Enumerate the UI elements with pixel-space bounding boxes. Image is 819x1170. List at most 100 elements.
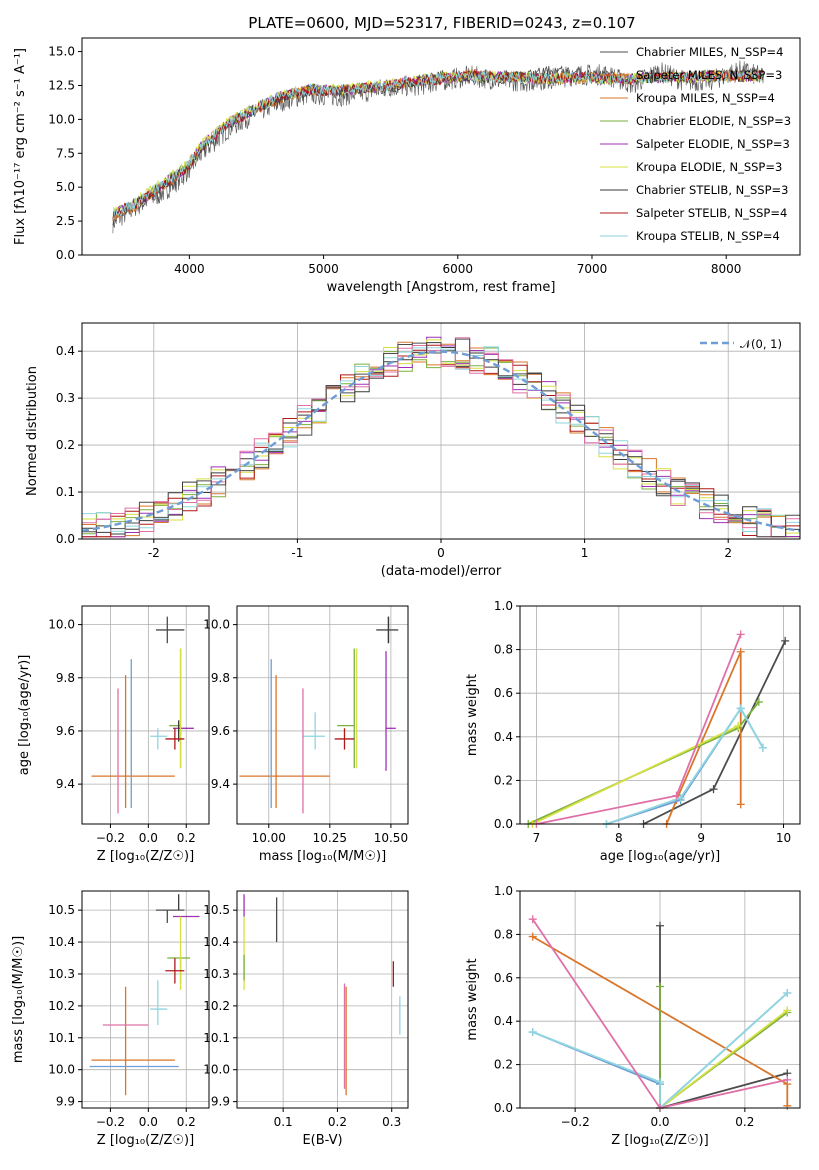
y-axis-label: mass weight: [465, 674, 480, 756]
weight-line: [659, 986, 788, 1108]
x-tick-label: 9: [697, 831, 705, 845]
x-tick-label: 10: [776, 831, 791, 845]
x-axis-label: age [log₁₀(age/yr)]: [600, 849, 721, 864]
axes-frame: [236, 605, 409, 825]
x-tick-label: 5000: [308, 262, 339, 276]
y-tick-label: 9.6: [56, 724, 75, 738]
weight-marker: [781, 636, 790, 645]
age-vs-mass-panel: 10.00 10.25 10.50 9.4 9.6 9.8 10.0 mass [log₁₀(…: [203, 605, 409, 864]
y-tick-label: 9.9: [56, 1095, 75, 1109]
y-axis-label: Flux [fλ10⁻¹⁷ erg cm⁻² s⁻¹ A⁻¹]: [13, 48, 28, 245]
histogram-step: [82, 341, 800, 538]
y-tick-label: 0.2: [494, 1058, 513, 1072]
normal-reference-curve: [82, 350, 800, 532]
y-tick-label: 0.0: [494, 817, 513, 831]
y-tick-label: 5.0: [56, 180, 75, 194]
massweight-vs-age-panel: 7 8 9 10 0.0 0.2 0.4 0.6 0.8 1.0 age [log₁₀(age/yr…: [465, 599, 801, 864]
mass-vs-ebv-panel: 0.1 0.2 0.3 9.9 10.0 10.1 10.2 10.3 10.4 10.5 E(B-…: [203, 890, 409, 1148]
legend-label: Kroupa ELODIE, N_SSP=3: [636, 160, 782, 174]
weight-line: [532, 725, 739, 824]
weight-marker: [758, 743, 767, 752]
x-tick-label: 1: [581, 546, 589, 560]
age-vs-Z-panel: −0.2 0.0 0.2 9.4 9.6 9.8 10.0 Z [log₁₀(Z/Z☉)] ag…: [17, 605, 210, 864]
x-axis-label: (data-model)/error: [381, 564, 502, 579]
x-axis-label: Z [log₁₀(Z/Z☉)]: [97, 1133, 194, 1148]
legend-label: Salpeter MILES, N_SSP=3: [636, 68, 782, 82]
y-tick-label: 10.5: [203, 903, 230, 917]
weight-marker: [528, 915, 537, 924]
x-axis-label: E(B-V): [302, 1133, 342, 1148]
legend-label: 𝒩(0, 1): [740, 337, 782, 351]
histogram-step: [82, 346, 800, 533]
weight-marker: [672, 791, 681, 800]
y-tick-label: 9.6: [211, 724, 230, 738]
y-tick-label: 15.0: [48, 45, 75, 59]
y-tick-label: 0.6: [494, 971, 513, 985]
y-tick-label: 0.2: [56, 438, 75, 452]
weight-marker: [783, 1101, 792, 1110]
x-tick-label: 0.2: [177, 1115, 196, 1129]
x-tick-label: 2: [724, 546, 732, 560]
legend-label: Salpeter STELIB, N_SSP=4: [636, 206, 787, 220]
y-tick-label: 10.3: [48, 967, 75, 981]
y-tick-label: 0.0: [494, 1101, 513, 1115]
x-tick-label: 6000: [443, 262, 474, 276]
y-tick-label: 0.6: [494, 686, 513, 700]
weight-line: [659, 1009, 788, 1108]
x-tick-label: -1: [291, 546, 303, 560]
massweight-vs-Z-panel: −0.2 0.0 0.2 0.0 0.2 0.4 0.6 0.8 1.0 Z [log₁₀(Z/Z…: [465, 884, 801, 1148]
x-tick-label: 7000: [577, 262, 608, 276]
mass-vs-Z-panel: −0.2 0.0 0.2 9.9 10.0 10.1 10.2 10.3 10.4 10.5 Z […: [11, 890, 210, 1148]
weight-marker: [656, 982, 664, 991]
axes-frame: [81, 322, 801, 540]
legend-label: Salpeter ELODIE, N_SSP=3: [636, 137, 790, 151]
axes-frame: [81, 37, 801, 256]
x-tick-label: 0.2: [328, 1115, 347, 1129]
weight-marker: [736, 704, 745, 713]
weight-marker: [656, 1077, 664, 1086]
x-tick-label: 0.3: [382, 1115, 401, 1129]
x-tick-label: 0.2: [735, 1115, 754, 1129]
x-tick-label: −0.2: [96, 1115, 125, 1129]
y-tick-label: 1.0: [494, 599, 513, 613]
x-axis-label: Z [log₁₀(Z/Z☉)]: [97, 849, 194, 864]
y-tick-label: 7.5: [56, 146, 75, 160]
y-tick-label: 0.1: [56, 485, 75, 499]
y-axis-label: mass [log₁₀(M/M☉)]: [11, 936, 26, 1063]
x-tick-label: 7: [533, 831, 541, 845]
y-tick-label: 9.8: [211, 671, 230, 685]
x-axis-label: Z [log₁₀(Z/Z☉)]: [611, 1133, 708, 1148]
y-tick-label: 10.0: [48, 618, 75, 632]
weight-marker: [736, 630, 745, 639]
residuals-panel: -2 -1 0 1 2 0.0 0.1 0.2 0.3 0.4 (data-model)/error…: [25, 322, 801, 579]
weight-line: [527, 701, 760, 824]
weight-line: [536, 633, 742, 824]
y-tick-label: 9.4: [56, 777, 75, 791]
y-tick-label: 10.5: [48, 903, 75, 917]
y-tick-label: 10.2: [48, 999, 75, 1013]
weight-marker: [676, 793, 685, 802]
legend-label: Kroupa MILES, N_SSP=4: [636, 91, 775, 105]
legend-label: Chabrier ELODIE, N_SSP=3: [636, 114, 791, 128]
y-tick-label: 2.5: [56, 214, 75, 228]
y-tick-label: 0.3: [56, 391, 75, 405]
y-tick-label: 9.8: [56, 671, 75, 685]
y-tick-label: 0.0: [56, 248, 75, 262]
weight-marker: [783, 988, 792, 997]
x-tick-label: 8: [615, 831, 623, 845]
x-tick-label: 0: [437, 546, 445, 560]
y-tick-label: 0.8: [494, 927, 513, 941]
y-tick-label: 0.0: [56, 532, 75, 546]
x-tick-label: 0.0: [139, 831, 158, 845]
y-tick-label: 0.4: [494, 1014, 513, 1028]
weight-line: [659, 925, 788, 1108]
histogram-step: [82, 342, 800, 535]
legend-label: Chabrier MILES, N_SSP=4: [636, 45, 783, 59]
weight-line: [531, 918, 788, 1108]
x-axis-label: mass [log₁₀(M/M☉)]: [259, 849, 386, 864]
x-tick-label: −0.2: [96, 831, 125, 845]
x-tick-label: 0.2: [177, 831, 196, 845]
weight-marker: [783, 1075, 792, 1084]
y-tick-label: 10.1: [203, 1031, 230, 1045]
y-tick-label: 10.0: [48, 1063, 75, 1077]
